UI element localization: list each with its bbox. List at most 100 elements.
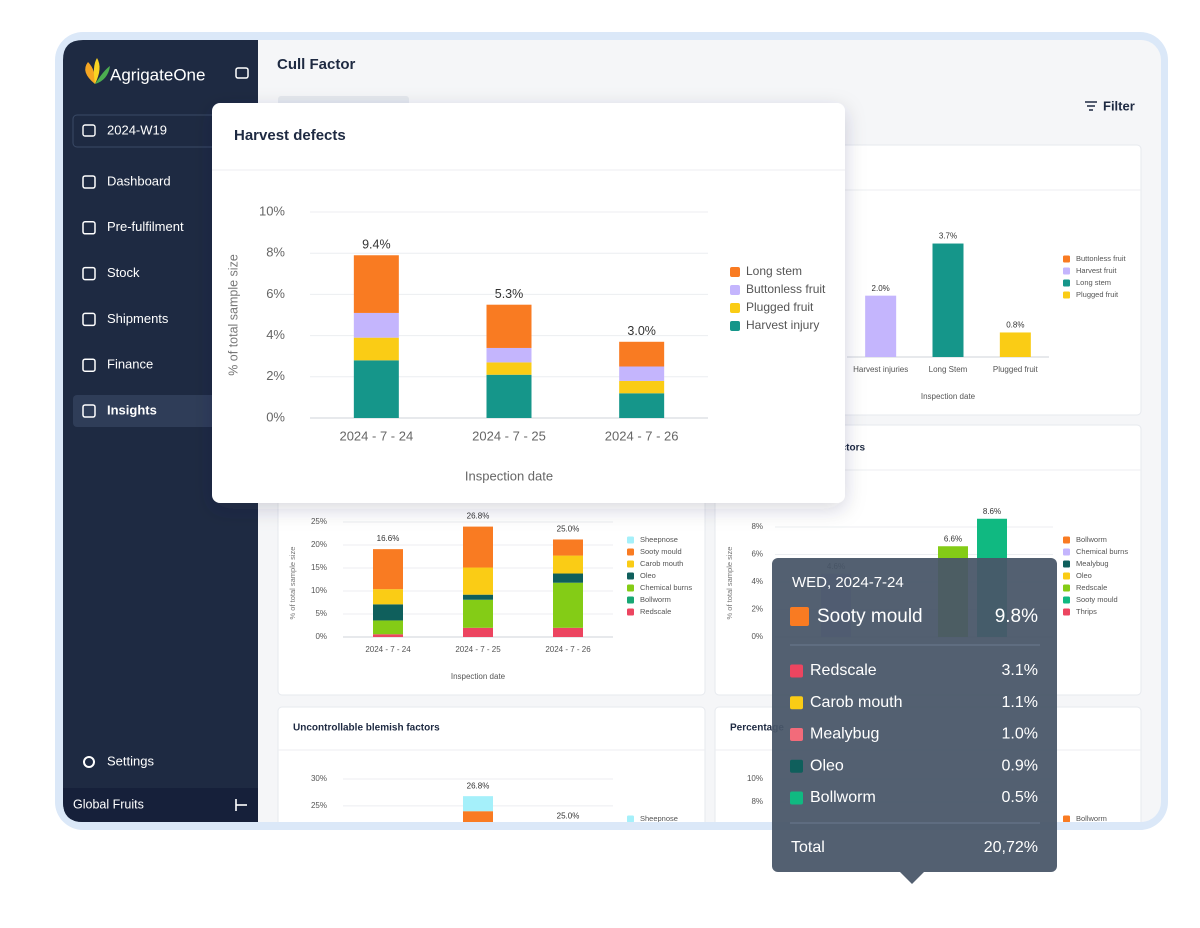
x-tick-label: Long Stem bbox=[929, 365, 968, 374]
y-tick-label: 25% bbox=[311, 801, 327, 810]
x-tick-label: 2024 - 7 - 25 bbox=[472, 428, 546, 443]
page-title: Cull Factor bbox=[277, 56, 356, 73]
y-tick-label: 4% bbox=[266, 327, 285, 342]
legend-swatch bbox=[1063, 608, 1070, 616]
bar-segment bbox=[619, 366, 665, 381]
legend-swatch bbox=[627, 572, 634, 580]
y-tick-label: 2% bbox=[266, 368, 285, 383]
harvest-defects-card: Harvest defects 0% 2% 4% 6% 8% 10% 2024 - 7 - 2… bbox=[212, 103, 845, 503]
tooltip-swatch bbox=[790, 791, 803, 805]
legend-label: Chemical burns bbox=[640, 862, 692, 871]
calendar-icon bbox=[82, 124, 96, 137]
logo-leaf bbox=[95, 66, 110, 84]
legend-swatch bbox=[627, 608, 634, 616]
tooltip-value: 0.5% bbox=[1002, 789, 1038, 806]
x-axis-title: Inspection date bbox=[451, 672, 506, 681]
nav-item[interactable]: Finance bbox=[107, 357, 153, 372]
legend-label: Long stem bbox=[746, 264, 802, 278]
legend-swatch bbox=[627, 584, 634, 592]
legend-swatch bbox=[627, 840, 634, 847]
tooltip-series: Redscale bbox=[810, 662, 877, 679]
logo-leaf bbox=[93, 58, 100, 84]
nav-item[interactable]: Shipments bbox=[107, 311, 169, 326]
legend-swatch bbox=[1063, 560, 1070, 568]
nav-icon bbox=[82, 404, 96, 418]
y-tick-label: 0% bbox=[266, 409, 285, 424]
x-tick-label: 2024 - 7 - 26 bbox=[545, 645, 591, 654]
bar-segment bbox=[373, 604, 403, 621]
tooltip-value: 0.9% bbox=[1002, 757, 1038, 774]
tooltip-total-label: Total bbox=[791, 839, 825, 856]
filter-label[interactable]: Filter bbox=[1103, 98, 1135, 113]
legend-swatch bbox=[1063, 548, 1070, 556]
bar-segment bbox=[373, 921, 403, 928]
bar-segment bbox=[932, 243, 964, 357]
legend-label: Sheepnose bbox=[640, 814, 678, 823]
legend-swatch bbox=[1063, 584, 1070, 592]
legend-swatch bbox=[1063, 291, 1070, 299]
legend-label: Chemical burns bbox=[1076, 547, 1128, 556]
y-tick-label: 6% bbox=[266, 286, 285, 301]
bar-segment bbox=[373, 902, 403, 921]
legend-label: Harvest fruit bbox=[1076, 266, 1117, 275]
total-label: 25.0% bbox=[557, 811, 580, 820]
nav-icon bbox=[82, 175, 96, 189]
x-tick-label: 2024 - 7 - 25 bbox=[455, 645, 501, 654]
total-label: 26.8% bbox=[467, 781, 490, 790]
y-tick-label: 15% bbox=[311, 563, 327, 572]
nav-item[interactable]: Stock bbox=[107, 265, 140, 280]
nav-icon bbox=[82, 266, 96, 281]
legend-label: Plugged fruit bbox=[746, 300, 814, 314]
tooltip-total: 20,72% bbox=[984, 839, 1038, 856]
tooltip: WED, 2024-7-24 Sooty mould 9.8% Redscale 3.1… bbox=[772, 558, 1057, 884]
tooltip-series: Mealybug bbox=[810, 726, 879, 743]
bar-segment bbox=[463, 526, 493, 568]
legend-label: Oleo bbox=[1076, 571, 1092, 580]
bar-segment bbox=[553, 539, 583, 556]
nav-icon bbox=[82, 312, 96, 327]
tooltip-swatch bbox=[790, 607, 809, 626]
nav-item[interactable]: Dashboard bbox=[107, 173, 171, 188]
bar-segment bbox=[486, 347, 532, 363]
bar-segment bbox=[619, 393, 665, 418]
tooltip-swatch bbox=[790, 664, 803, 678]
filter-button[interactable]: Filter bbox=[1085, 98, 1135, 113]
y-axis-title: % of total sample size bbox=[226, 254, 240, 376]
legend-label: Thrips bbox=[1076, 607, 1097, 616]
legend-label: Plugged fruit bbox=[1076, 290, 1119, 299]
y-tick-label: 8% bbox=[266, 245, 285, 260]
org-name: Global Fruits bbox=[73, 797, 144, 811]
nav-item[interactable]: Pre-fulfilment bbox=[107, 219, 184, 234]
legend-swatch bbox=[730, 285, 740, 295]
bar-segment bbox=[619, 341, 665, 367]
total-label: 3.0% bbox=[627, 324, 656, 338]
week-label[interactable]: 2024-W19 bbox=[107, 122, 167, 137]
bar-segment bbox=[353, 255, 399, 313]
bar-segment bbox=[463, 796, 493, 812]
legend-label: Sooty mould bbox=[1076, 595, 1118, 604]
bar-segment bbox=[486, 374, 532, 418]
bar-segment bbox=[353, 337, 399, 361]
nav-item[interactable]: Settings bbox=[107, 753, 154, 768]
x-tick-label: Plugged fruit bbox=[993, 365, 1039, 374]
mail-icon[interactable] bbox=[235, 67, 249, 79]
tooltip-series: Bollworm bbox=[810, 789, 876, 806]
legend-label: Oleo bbox=[640, 571, 656, 580]
sidebar: AgrigateOne 2024-W19 Settings Global Fru… bbox=[63, 40, 259, 822]
y-tick-label: 8% bbox=[751, 522, 763, 531]
y-axis-title: % of total sample size bbox=[725, 547, 734, 620]
legend-swatch bbox=[627, 852, 634, 859]
legend-swatch bbox=[627, 596, 634, 604]
bar-segment bbox=[373, 884, 403, 902]
data-label: 2.0% bbox=[872, 284, 890, 293]
nav-item[interactable]: Insights bbox=[107, 402, 157, 417]
tooltip-swatch bbox=[790, 696, 803, 710]
legend-label: Sheepnose bbox=[640, 535, 678, 544]
bar-segment bbox=[463, 859, 493, 891]
legend-label: Bollworm bbox=[1076, 814, 1107, 823]
legend-swatch bbox=[627, 815, 634, 822]
legend-swatch bbox=[627, 864, 634, 871]
bar-segment bbox=[353, 312, 399, 338]
bar-segment bbox=[373, 620, 403, 635]
